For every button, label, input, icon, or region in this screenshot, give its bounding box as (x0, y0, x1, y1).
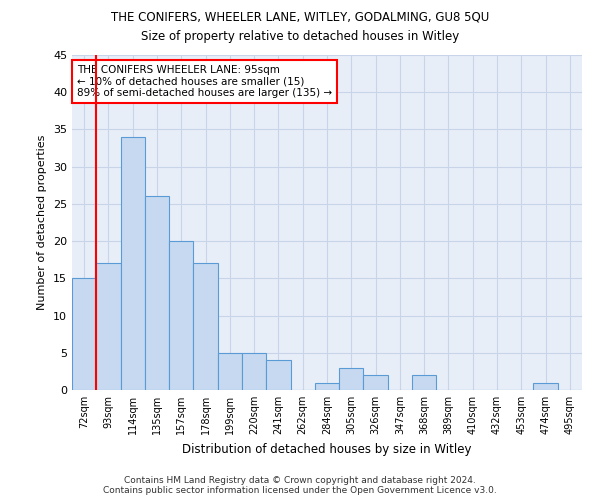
Y-axis label: Number of detached properties: Number of detached properties (37, 135, 47, 310)
Bar (96, 264, 121, 390)
Bar (315, 382, 339, 390)
Bar (339, 368, 364, 390)
Bar (193, 264, 218, 390)
Bar (169, 241, 193, 390)
Bar (121, 137, 145, 390)
Bar (533, 382, 558, 390)
Bar (72, 278, 96, 390)
Bar (242, 353, 266, 390)
Bar (412, 375, 436, 390)
Bar (218, 353, 242, 390)
X-axis label: Distribution of detached houses by size in Witley: Distribution of detached houses by size … (182, 442, 472, 456)
Text: Contains HM Land Registry data © Crown copyright and database right 2024.
Contai: Contains HM Land Registry data © Crown c… (103, 476, 497, 495)
Bar (364, 375, 388, 390)
Bar (266, 360, 290, 390)
Text: Size of property relative to detached houses in Witley: Size of property relative to detached ho… (141, 30, 459, 43)
Bar (145, 196, 169, 390)
Text: THE CONIFERS, WHEELER LANE, WITLEY, GODALMING, GU8 5QU: THE CONIFERS, WHEELER LANE, WITLEY, GODA… (111, 10, 489, 23)
Text: THE CONIFERS WHEELER LANE: 95sqm
← 10% of detached houses are smaller (15)
89% o: THE CONIFERS WHEELER LANE: 95sqm ← 10% o… (77, 65, 332, 98)
